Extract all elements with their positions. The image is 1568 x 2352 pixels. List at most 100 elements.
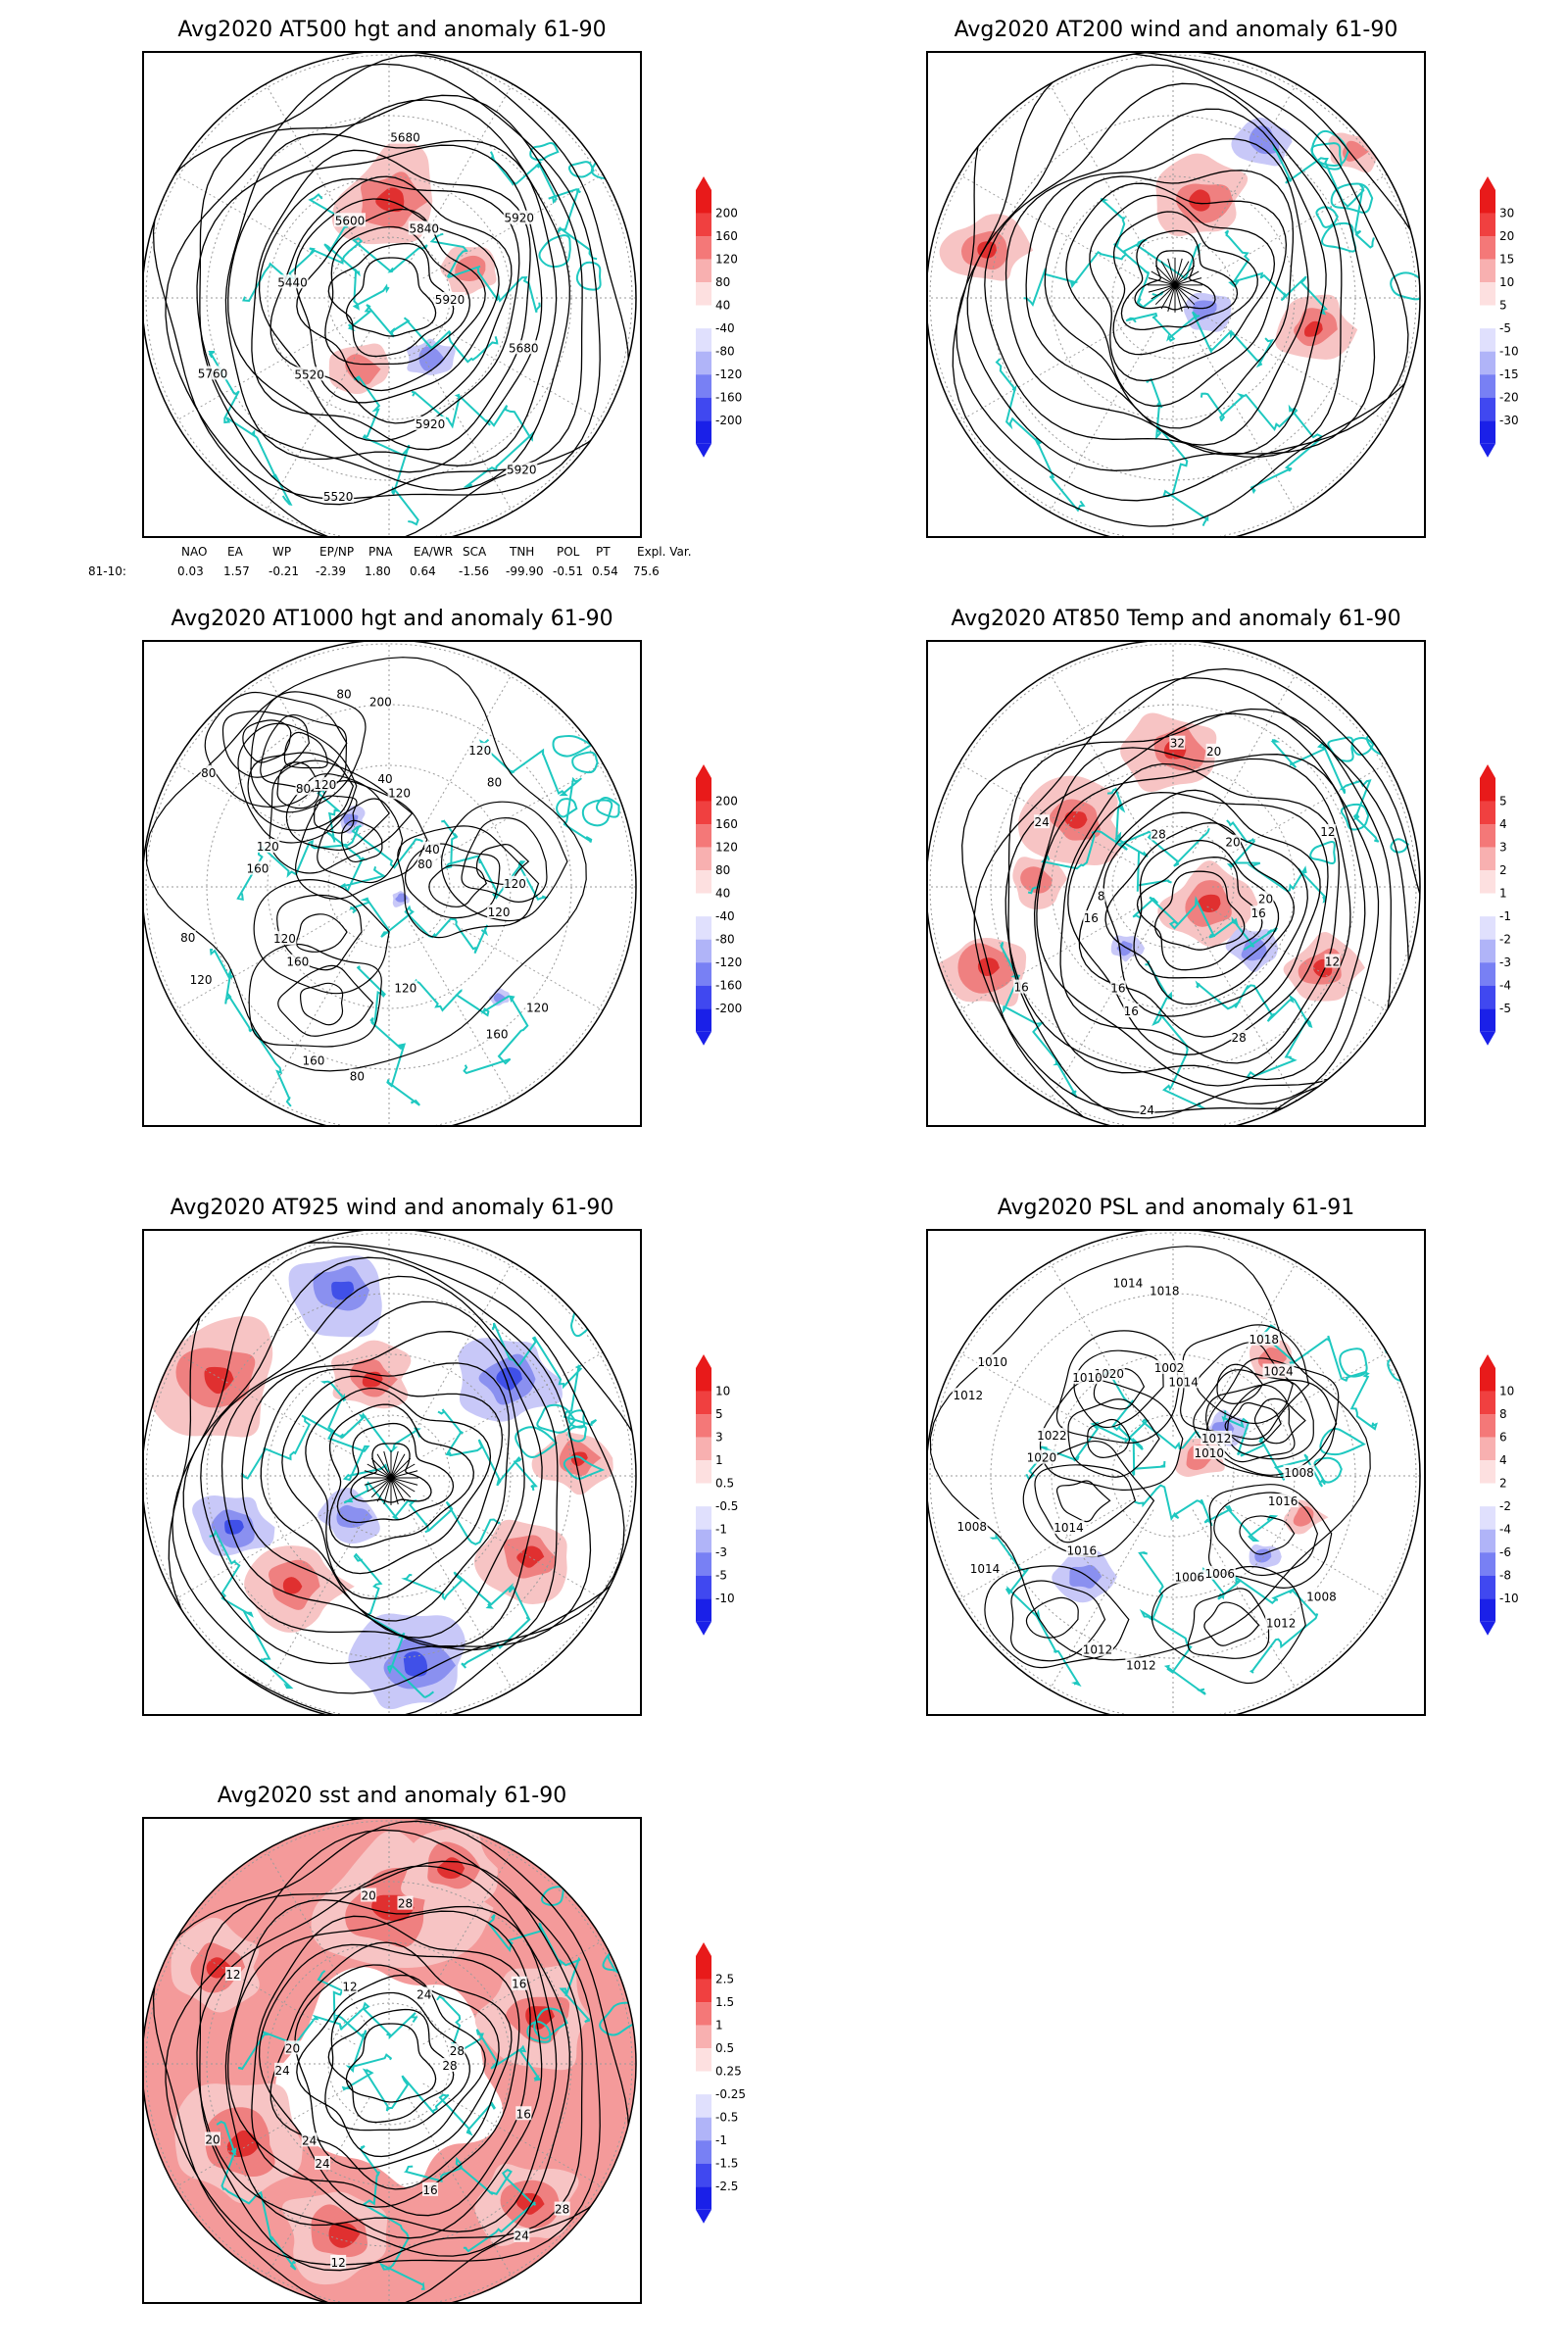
colorbar-segment: [696, 1506, 711, 1530]
contour-label: 80: [201, 766, 216, 780]
contour-label: 16: [1014, 981, 1029, 995]
contour-label: 120: [468, 744, 491, 758]
contour-label: 5600: [335, 214, 366, 227]
colorbar-tick-label: 6: [1499, 1431, 1507, 1445]
contour-label: 1012: [954, 1389, 984, 1402]
coastline: [995, 358, 1086, 513]
colorbar-arrow-down: [696, 2209, 711, 2224]
colorbar-segment: [696, 962, 711, 986]
contour-label: 1008: [1284, 1466, 1314, 1480]
contour-label: 32: [1170, 737, 1185, 751]
colorbar-segment: [696, 1529, 711, 1553]
streamline: [1174, 265, 1196, 286]
index-value: -1.56: [459, 564, 490, 578]
contour-label: 80: [296, 782, 311, 796]
coastline: [353, 1552, 435, 1698]
contour-line: [224, 1899, 558, 2232]
contour-label: 80: [350, 1070, 365, 1084]
colorbar-tick-label: 10: [1499, 1385, 1514, 1398]
contour-label: 5520: [294, 368, 324, 381]
colorbar-tick-label: -160: [715, 391, 742, 405]
index-value: 75.6: [633, 564, 660, 578]
contour-line: [276, 761, 320, 809]
coastline: [581, 799, 613, 827]
contour-line: [404, 843, 501, 919]
contour-line: [324, 1991, 470, 2132]
contour-line: [242, 719, 292, 763]
contour-line: [145, 657, 587, 1072]
index-value: 1.80: [365, 564, 391, 578]
colorbar-segment: [1480, 985, 1495, 1009]
contour-line: [461, 817, 548, 903]
streamline: [260, 1362, 511, 1622]
colorbar-segment: [1480, 1506, 1495, 1530]
coastline: [567, 161, 595, 178]
colorbar-tick-label: -120: [715, 956, 742, 969]
colorbar-tick-label: -5: [1499, 321, 1511, 335]
colorbar-tick-label: -2: [1499, 1499, 1511, 1513]
colorbar-tick-label: 0.5: [715, 2041, 734, 2055]
contour-label: 16: [1124, 1004, 1139, 1018]
coastline: [1390, 271, 1420, 301]
colorbar-tick-label: -160: [715, 979, 742, 993]
colorbar-segment: [1480, 1552, 1495, 1576]
contour-label: 1012: [1201, 1432, 1232, 1446]
contour-line: [1203, 1601, 1260, 1646]
streamline: [390, 1453, 406, 1479]
colorbar-tick-label: -15: [1499, 368, 1519, 381]
colorbar-tick-label: 3: [1499, 841, 1507, 855]
colorbar-segment: [1480, 870, 1495, 894]
index-value: -99.90: [506, 564, 544, 578]
colorbar-arrow-up: [696, 1354, 711, 1368]
contour-line: [152, 54, 630, 536]
anomaly-fill: [1293, 1506, 1314, 1527]
colorbar-tick-label: -40: [715, 321, 735, 335]
contour-label: 16: [516, 2107, 531, 2121]
contour-line: [1239, 1515, 1296, 1555]
colorbar-segment: [696, 1483, 711, 1507]
coastline: [1390, 838, 1409, 854]
streamline: [390, 1470, 418, 1479]
colorbar-tick-label: 80: [715, 863, 730, 877]
streamline: [383, 1450, 392, 1479]
contour-label: 5520: [323, 490, 354, 504]
coastline: [242, 236, 428, 302]
colorbar-tick-label: 0.25: [715, 2065, 742, 2079]
coastline: [526, 2021, 552, 2043]
index-header: Expl. Var.: [637, 545, 692, 559]
streamline: [305, 1387, 492, 1575]
contour-line: [1033, 747, 1366, 1081]
contour-line: [258, 1943, 520, 2208]
colorbar-segment: [1480, 939, 1495, 963]
contour-label: 20: [205, 2132, 220, 2146]
anomaly-fill: [1197, 894, 1221, 913]
colorbar-tick-label: -8: [1499, 1569, 1511, 1583]
contour-line: [313, 795, 358, 834]
colorbar-tick-label: -0.25: [715, 2087, 746, 2101]
colorbar-segment: [696, 893, 711, 917]
colorbar-segment: [696, 870, 711, 894]
contour-label: 1016: [1268, 1494, 1298, 1508]
colorbar-at1000: 200 160 120 80 40 -40 -80 -120 -160 -200: [686, 762, 774, 1046]
streamline: [364, 1470, 392, 1479]
colorbar-segment: [1480, 801, 1495, 825]
streamline: [1174, 258, 1183, 286]
streamline: [1174, 284, 1202, 293]
contour-label: 12: [225, 1968, 240, 1982]
coastline: [1146, 377, 1209, 527]
coastline: [403, 2156, 537, 2253]
colorbar-segment: [696, 1552, 711, 1576]
colorbar-arrow-up: [696, 764, 711, 778]
streamline: [1025, 137, 1309, 446]
streamline: [1174, 261, 1190, 286]
contour-label: 20: [362, 1888, 376, 1902]
colorbar-segment: [1480, 1460, 1495, 1484]
coastline: [1027, 827, 1210, 895]
anomaly-fill: [403, 1651, 427, 1677]
contour-line: [327, 242, 455, 358]
contour-label: 80: [336, 687, 351, 701]
contour-line: [270, 175, 513, 424]
contour-label: 120: [257, 840, 279, 854]
contour-label: 1006: [1205, 1567, 1236, 1581]
colorbar-tick-label: 20: [1499, 229, 1514, 243]
